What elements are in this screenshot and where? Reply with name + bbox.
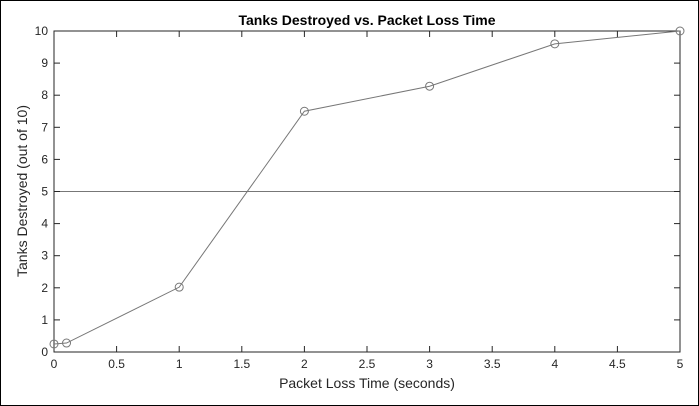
- data-point: [62, 338, 72, 348]
- y-tick-label: 1: [41, 313, 48, 327]
- data-point: [425, 81, 435, 91]
- data-point: [49, 339, 59, 349]
- data-point: [174, 282, 184, 292]
- x-tick-label: 0.5: [108, 357, 125, 371]
- data-point: [675, 26, 685, 36]
- x-axis-ticks: 0 0.5 1 1.5 2 2.5 3 3.5 4 4.5 5: [51, 31, 684, 371]
- y-tick-label: 10: [35, 24, 49, 38]
- y-axis-label: Tanks Destroyed (out of 10): [14, 105, 30, 277]
- y-tick-label: 9: [41, 56, 48, 70]
- x-tick-label: 0: [51, 357, 58, 371]
- x-tick-label: 3: [426, 357, 433, 371]
- y-tick-label: 6: [41, 152, 48, 166]
- x-tick-label: 2: [301, 357, 308, 371]
- y-tick-label: 7: [41, 120, 48, 134]
- y-tick-label: 2: [41, 281, 48, 295]
- y-tick-label: 3: [41, 249, 48, 263]
- x-tick-label: 4: [551, 357, 558, 371]
- x-tick-label: 2.5: [359, 357, 376, 371]
- x-tick-label: 4.5: [609, 357, 626, 371]
- series-line: [53, 30, 681, 345]
- y-axis-ticks: 0 1 2 3 4 5 6 7 8 9 10: [35, 24, 680, 359]
- data-point: [299, 106, 309, 116]
- y-tick-label: 5: [41, 185, 48, 199]
- y-tick-label: 4: [41, 217, 48, 231]
- x-tick-label: 1.5: [233, 357, 250, 371]
- series-group: [49, 26, 685, 349]
- chart-title: Tanks Destroyed vs. Packet Loss Time: [238, 12, 495, 28]
- y-tick-label: 0: [41, 345, 48, 359]
- y-tick-label: 8: [41, 88, 48, 102]
- x-tick-label: 3.5: [484, 357, 501, 371]
- data-point: [550, 39, 560, 49]
- x-tick-label: 5: [677, 357, 684, 371]
- x-tick-label: 1: [176, 357, 183, 371]
- x-axis-label: Packet Loss Time (seconds): [279, 375, 455, 391]
